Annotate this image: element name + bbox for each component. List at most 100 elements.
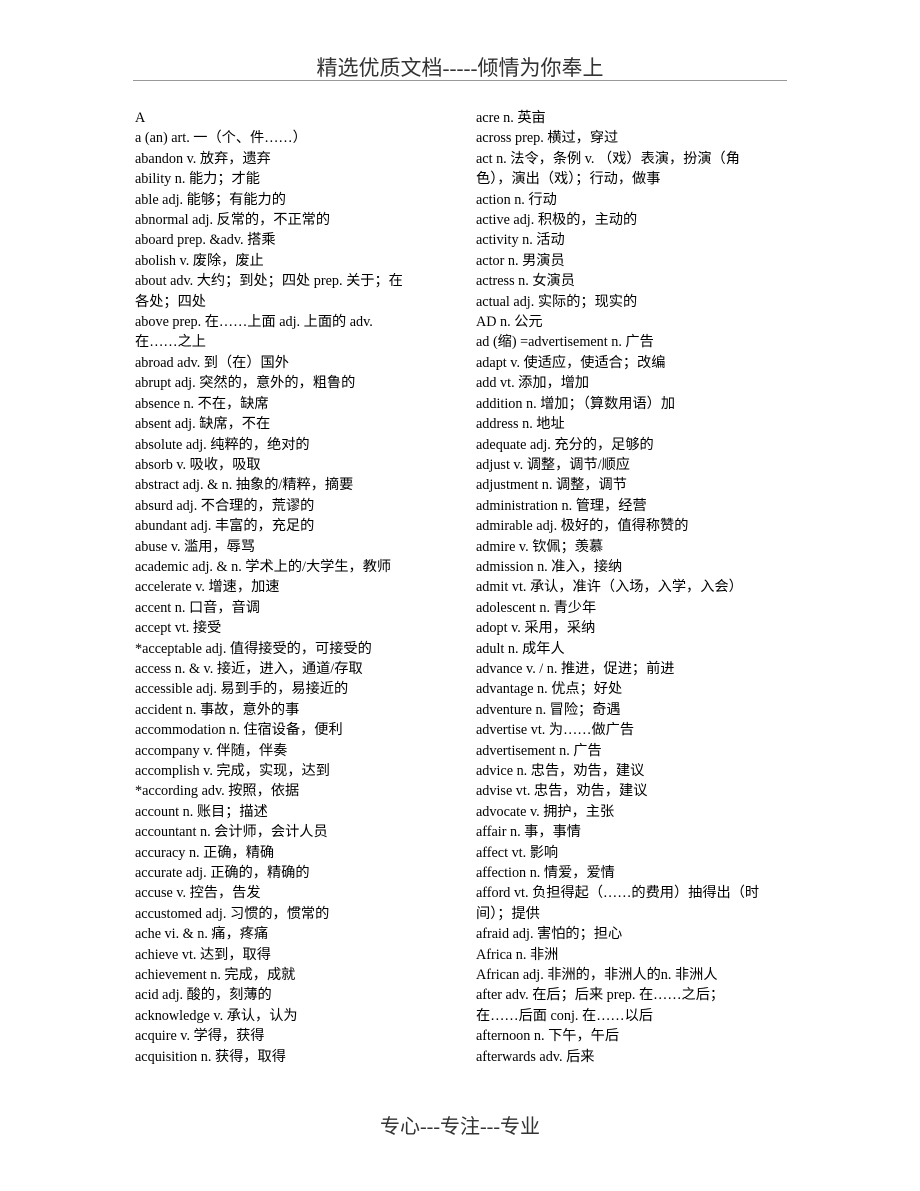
vocab-entry: affair n. 事，事情 (476, 822, 811, 842)
entry-line: affection n. 情爱，爱情 (476, 865, 615, 882)
vocab-entry: action n. 行动 (476, 190, 811, 210)
vocab-entry: Africa n. 非洲 (476, 945, 811, 965)
entry-line: affair n. 事，事情 (476, 824, 581, 841)
vocab-entry: above prep. 在……上面 adj. 上面的 adv. 在……之上 (135, 312, 470, 353)
vocab-entry: actor n. 男演员 (476, 251, 811, 271)
entry-line: absence n. 不在，缺席 (135, 395, 269, 412)
entry-line: *acceptable adj. 值得接受的，可接受的 (135, 640, 372, 657)
entry-line: abuse v. 滥用，辱骂 (135, 538, 256, 555)
vocab-entry: address n. 地址 (476, 414, 811, 434)
vocab-entry: accommodation n. 住宿设备，便利 (135, 720, 470, 740)
vocab-entry: *acceptable adj. 值得接受的，可接受的 (135, 639, 470, 659)
entry-line: acid adj. 酸的，刻薄的 (135, 987, 272, 1004)
vocab-entry: advertisement n. 广告 (476, 741, 811, 761)
vocab-entry: after adv. 在后；后来 prep. 在……之后； 在……后面 conj.… (476, 985, 811, 1026)
vocab-entry: acre n. 英亩 (476, 108, 811, 128)
entry-line: adapt v. 使适应，使适合；改编 (476, 354, 666, 371)
vocab-entry: account n. 账目；描述 (135, 802, 470, 822)
vocab-entry: acid adj. 酸的，刻薄的 (135, 985, 470, 1005)
entry-line: *according adv. 按照，依据 (135, 783, 300, 800)
entry-line: adjust v. 调整，调节/顺应 (476, 456, 630, 473)
entry-line: ache vi. & n. 痛，疼痛 (135, 926, 269, 943)
entry-line: abroad adv. 到（在）国外 (135, 354, 289, 371)
vocab-entry: actual adj. 实际的；现实的 (476, 292, 811, 312)
entry-line: advise vt. 忠告，劝告，建议 (476, 783, 648, 800)
vocab-entry: abnormal adj. 反常的，不正常的 (135, 210, 470, 230)
entry-line: adopt v. 采用，采纳 (476, 620, 596, 637)
entry-line: A (135, 110, 146, 126)
entry-line: African adj. 非洲的，非洲人的n. 非洲人 (476, 967, 718, 984)
right-column: acre n. 英亩 across prep. 横过，穿过 act n. 法令，条例… (476, 108, 811, 1067)
vocab-entry: academic adj. & n. 学术上的/大学生，教师 (135, 557, 470, 577)
vocab-entry: acknowledge v. 承认，认为 (135, 1006, 470, 1026)
vocab-entry: ad (缩) =advertisement n. 广告 (476, 332, 811, 352)
vocab-entry: adolescent n. 青少年 (476, 598, 811, 618)
entry-line: acknowledge v. 承认，认为 (135, 1007, 298, 1024)
entry-line: act n. 法令，条例 v. （戏）表演，扮演（角 (476, 150, 740, 167)
vocab-entry: accident n. 事故，意外的事 (135, 700, 470, 720)
vocab-entry: afford vt. 负担得起（……的费用）抽得出（时 间）；提供 (476, 883, 811, 924)
vocab-entry: admirable adj. 极好的，值得称赞的 (476, 516, 811, 536)
vocab-entry: accountant n. 会计师，会计人员 (135, 822, 470, 842)
entry-line: ability n. 能力；才能 (135, 171, 260, 188)
entry-line: 间）；提供 (476, 905, 540, 922)
entry-line: Africa n. 非洲 (476, 946, 559, 963)
vocab-entry: accept vt. 接受 (135, 618, 470, 638)
entry-line: access n. & v. 接近，进入，通道/存取 (135, 660, 363, 677)
vocab-entry: absurd adj. 不合理的，荒谬的 (135, 496, 470, 516)
entry-line: add vt. 添加，增加 (476, 375, 590, 392)
vocab-entry: ache vi. & n. 痛，疼痛 (135, 924, 470, 944)
vocab-entry: admire v. 钦佩；羡慕 (476, 537, 811, 557)
vocab-entry: AD n. 公元 (476, 312, 811, 332)
entry-line: accuracy n. 正确，精确 (135, 844, 275, 861)
vocab-entry: acquisition n. 获得，取得 (135, 1047, 470, 1067)
vocab-entry: active adj. 积极的，主动的 (476, 210, 811, 230)
entry-line: acre n. 英亩 (476, 110, 546, 126)
entry-line: afterwards adv. 后来 (476, 1048, 595, 1065)
vocab-entry: advice n. 忠告，劝告，建议 (476, 761, 811, 781)
entry-line: abolish v. 废除，废止 (135, 252, 264, 269)
entry-line: absurd adj. 不合理的，荒谬的 (135, 497, 315, 514)
vocab-entry: accelerate v. 增速，加速 (135, 577, 470, 597)
entry-line: ad (缩) =advertisement n. 广告 (476, 334, 654, 351)
vocab-entry: admission n. 准入，接纳 (476, 557, 811, 577)
vocab-entry: a (an) art. 一（个、件……） (135, 128, 470, 148)
vocab-entry: addition n. 增加；（算数用语）加 (476, 394, 811, 414)
vocab-entry: affection n. 情爱，爱情 (476, 863, 811, 883)
vocab-entry: accessible adj. 易到手的，易接近的 (135, 679, 470, 699)
entry-line: abnormal adj. 反常的，不正常的 (135, 212, 331, 229)
entry-line: affect vt. 影响 (476, 844, 559, 861)
entry-line: accessible adj. 易到手的，易接近的 (135, 681, 349, 698)
entry-line: abrupt adj. 突然的，意外的，粗鲁的 (135, 375, 356, 392)
entry-line: actor n. 男演员 (476, 252, 565, 269)
vocab-entry: adopt v. 采用，采纳 (476, 618, 811, 638)
entry-line: accuse v. 控告，告发 (135, 885, 261, 902)
vocab-entry: affect vt. 影响 (476, 843, 811, 863)
vocab-entry: actress n. 女演员 (476, 271, 811, 291)
vocab-entry: absent adj. 缺席，不在 (135, 414, 470, 434)
entry-line: about adv. 大约；到处；四处 prep. 关于；在 (135, 273, 403, 290)
entry-line: abandon v. 放弃，遗弃 (135, 150, 271, 167)
vocab-entry: accent n. 口音，音调 (135, 598, 470, 618)
entry-line: 在……后面 conj. 在……以后 (476, 1007, 653, 1024)
entry-line: advertise vt. 为……做广告 (476, 722, 635, 739)
vocab-entry: abrupt adj. 突然的，意外的，粗鲁的 (135, 373, 470, 393)
entry-line: above prep. 在……上面 adj. 上面的 adv. (135, 314, 373, 331)
entry-line: acquisition n. 获得，取得 (135, 1048, 286, 1065)
entry-line: admirable adj. 极好的，值得称赞的 (476, 518, 689, 535)
vocab-entry: adequate adj. 充分的，足够的 (476, 435, 811, 455)
entry-line: a (an) art. 一（个、件……） (135, 130, 307, 147)
entry-line: adjustment n. 调整，调节 (476, 477, 627, 494)
entry-line: adolescent n. 青少年 (476, 599, 597, 616)
vocab-entry: access n. & v. 接近，进入，通道/存取 (135, 659, 470, 679)
vocab-entry: adventure n. 冒险；奇遇 (476, 700, 811, 720)
entry-line: 各处；四处 (135, 293, 206, 310)
entry-line: absent adj. 缺席，不在 (135, 416, 271, 433)
entry-line: admission n. 准入，接纳 (476, 558, 623, 575)
entry-line: admire v. 钦佩；羡慕 (476, 538, 604, 555)
vocab-entry: abandon v. 放弃，遗弃 (135, 149, 470, 169)
entry-line: accept vt. 接受 (135, 620, 222, 637)
entry-line: address n. 地址 (476, 416, 565, 433)
entry-line: academic adj. & n. 学术上的/大学生，教师 (135, 558, 392, 575)
entry-line: abundant adj. 丰富的，充足的 (135, 518, 315, 535)
